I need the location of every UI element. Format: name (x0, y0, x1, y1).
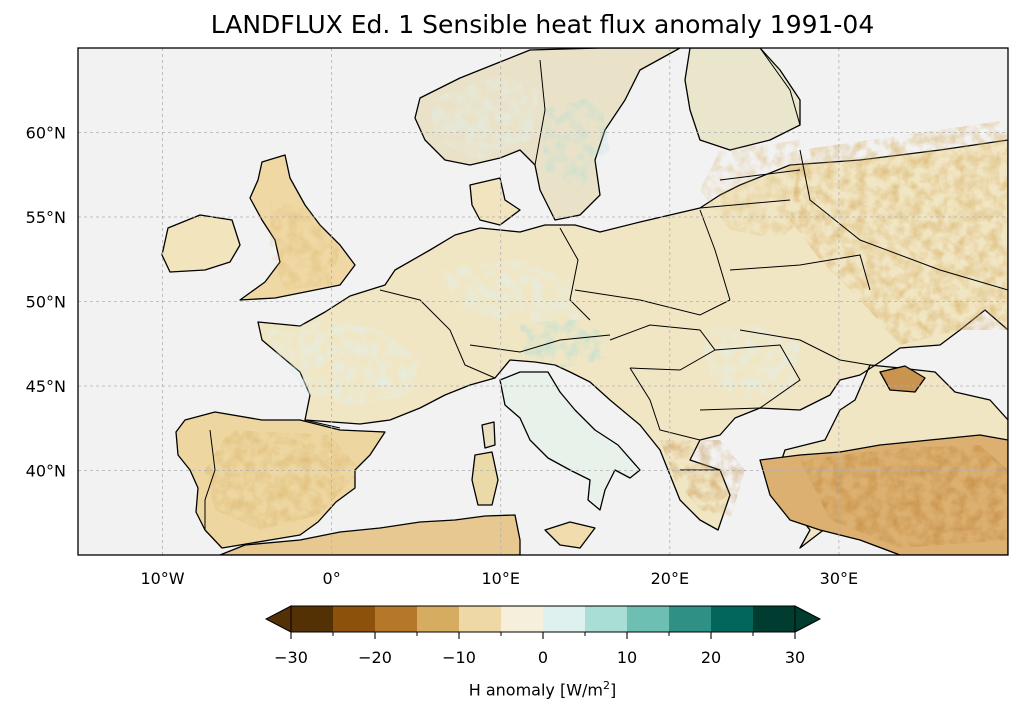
border-spain-portugal (204, 429, 216, 530)
lon-tick-label: 10°W (140, 569, 184, 588)
patch-baltic-dry (700, 140, 820, 240)
patch-east-dry (790, 120, 1008, 345)
north-africa-land (219, 514, 521, 555)
colorbar-label-main: H anomaly [W/m (468, 680, 604, 700)
patch-alps-wet (520, 318, 610, 368)
lon-tick-label: 20°E (651, 569, 689, 588)
colorbar-segment (501, 606, 544, 632)
lat-tick-label: 50°N (26, 293, 66, 312)
border-hungary (609, 324, 716, 371)
corsica-land (481, 421, 496, 449)
border-balkans (629, 367, 761, 471)
anomaly-patches (205, 75, 1008, 548)
italy-land (499, 371, 641, 511)
border-france-spain (304, 419, 341, 429)
patch-france-wet (265, 320, 420, 405)
colorbar-label-end: ] (610, 680, 617, 700)
colorbar-segment (333, 606, 376, 632)
colorbar-segment (711, 606, 754, 632)
patch-balkans-dry (660, 440, 745, 520)
patch-iberia-dry (205, 430, 360, 530)
colorbar-tick-label: −20 (358, 648, 392, 667)
colorbar-tick-label: −10 (442, 648, 476, 667)
axis-ticks: 10°W 0° 10°E 20°E 30°E 40°N 45°N 50°N 55°N 60°N (26, 124, 858, 589)
colorbar-segment (585, 606, 628, 632)
border-romania (714, 344, 801, 409)
sardinia-land (471, 451, 499, 506)
colorbar-tick-label: 20 (701, 648, 721, 667)
colorbar-segment (627, 606, 670, 632)
colorbar-segment (417, 606, 460, 632)
lat-tick-label: 55°N (26, 208, 66, 227)
map-title: LANDFLUX Ed. 1 Sensible heat flux anomal… (210, 10, 875, 39)
map-frame (77, 47, 1009, 556)
gridlines (78, 48, 1008, 555)
lat-tick-label: 45°N (26, 377, 66, 396)
patch-carpathian-wet (700, 325, 800, 400)
border-finland-russia (759, 48, 801, 126)
colorbar-segment (291, 606, 334, 632)
map-content (161, 48, 1008, 555)
colorbar-label: H anomaly [W/m2] (265, 679, 820, 699)
colorbar-tick-label: −30 (274, 648, 308, 667)
colorbar-label-sup: 2 (603, 679, 611, 692)
colorbar-tick-label: 0 (538, 648, 548, 667)
patch-scandinavia-wet (430, 75, 540, 160)
colorbar: −30 −20 −10 0 10 20 30 (264, 605, 822, 667)
colorbar-extend-max (794, 605, 822, 633)
lat-tick-label: 60°N (26, 124, 66, 143)
sicily-land (544, 521, 596, 549)
colorbar-segment (543, 606, 586, 632)
colorbar-tick-label: 30 (785, 648, 805, 667)
border-germany-east (559, 227, 591, 321)
border-norway-sweden (534, 59, 546, 166)
patch-sweden-wet (540, 95, 610, 190)
colorbar-segment (375, 606, 418, 632)
crimea-land (879, 365, 926, 393)
lon-tick-label: 10°E (481, 569, 519, 588)
border-alps (469, 334, 611, 353)
finland-land (684, 48, 801, 151)
colorbar-tick-label: 10 (617, 648, 637, 667)
patch-britain-dry (270, 200, 340, 290)
colorbar-extend-min (264, 605, 292, 633)
border-baltics (699, 169, 801, 209)
lat-tick-label: 40°N (26, 462, 66, 481)
colorbar-segment (753, 606, 796, 632)
border-poland-east (699, 209, 731, 301)
border-belarus-ukraine (729, 254, 871, 291)
border-ukraine-south (739, 329, 871, 366)
patch-germany-wet (440, 260, 580, 322)
border-france-east (379, 289, 496, 379)
colorbar-segment (669, 606, 712, 632)
lon-tick-label: 30°E (820, 569, 858, 588)
lon-tick-label: 0° (323, 569, 341, 588)
colorbar-segment (459, 606, 502, 632)
border-russia-west (799, 149, 1008, 291)
